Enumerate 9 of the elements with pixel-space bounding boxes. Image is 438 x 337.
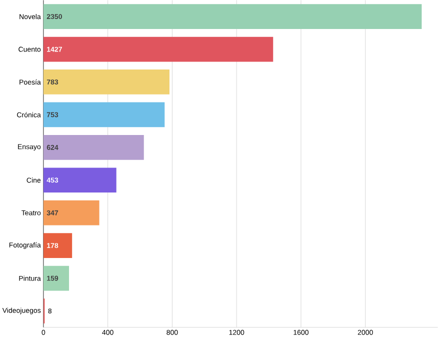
bar: [43, 69, 170, 94]
bar: [43, 200, 100, 226]
bar: [43, 102, 165, 128]
bar: [43, 266, 70, 291]
bar: [43, 233, 72, 258]
bar: [43, 4, 422, 29]
bar: [43, 168, 116, 192]
bar: [43, 36, 274, 62]
bar: [43, 134, 144, 160]
